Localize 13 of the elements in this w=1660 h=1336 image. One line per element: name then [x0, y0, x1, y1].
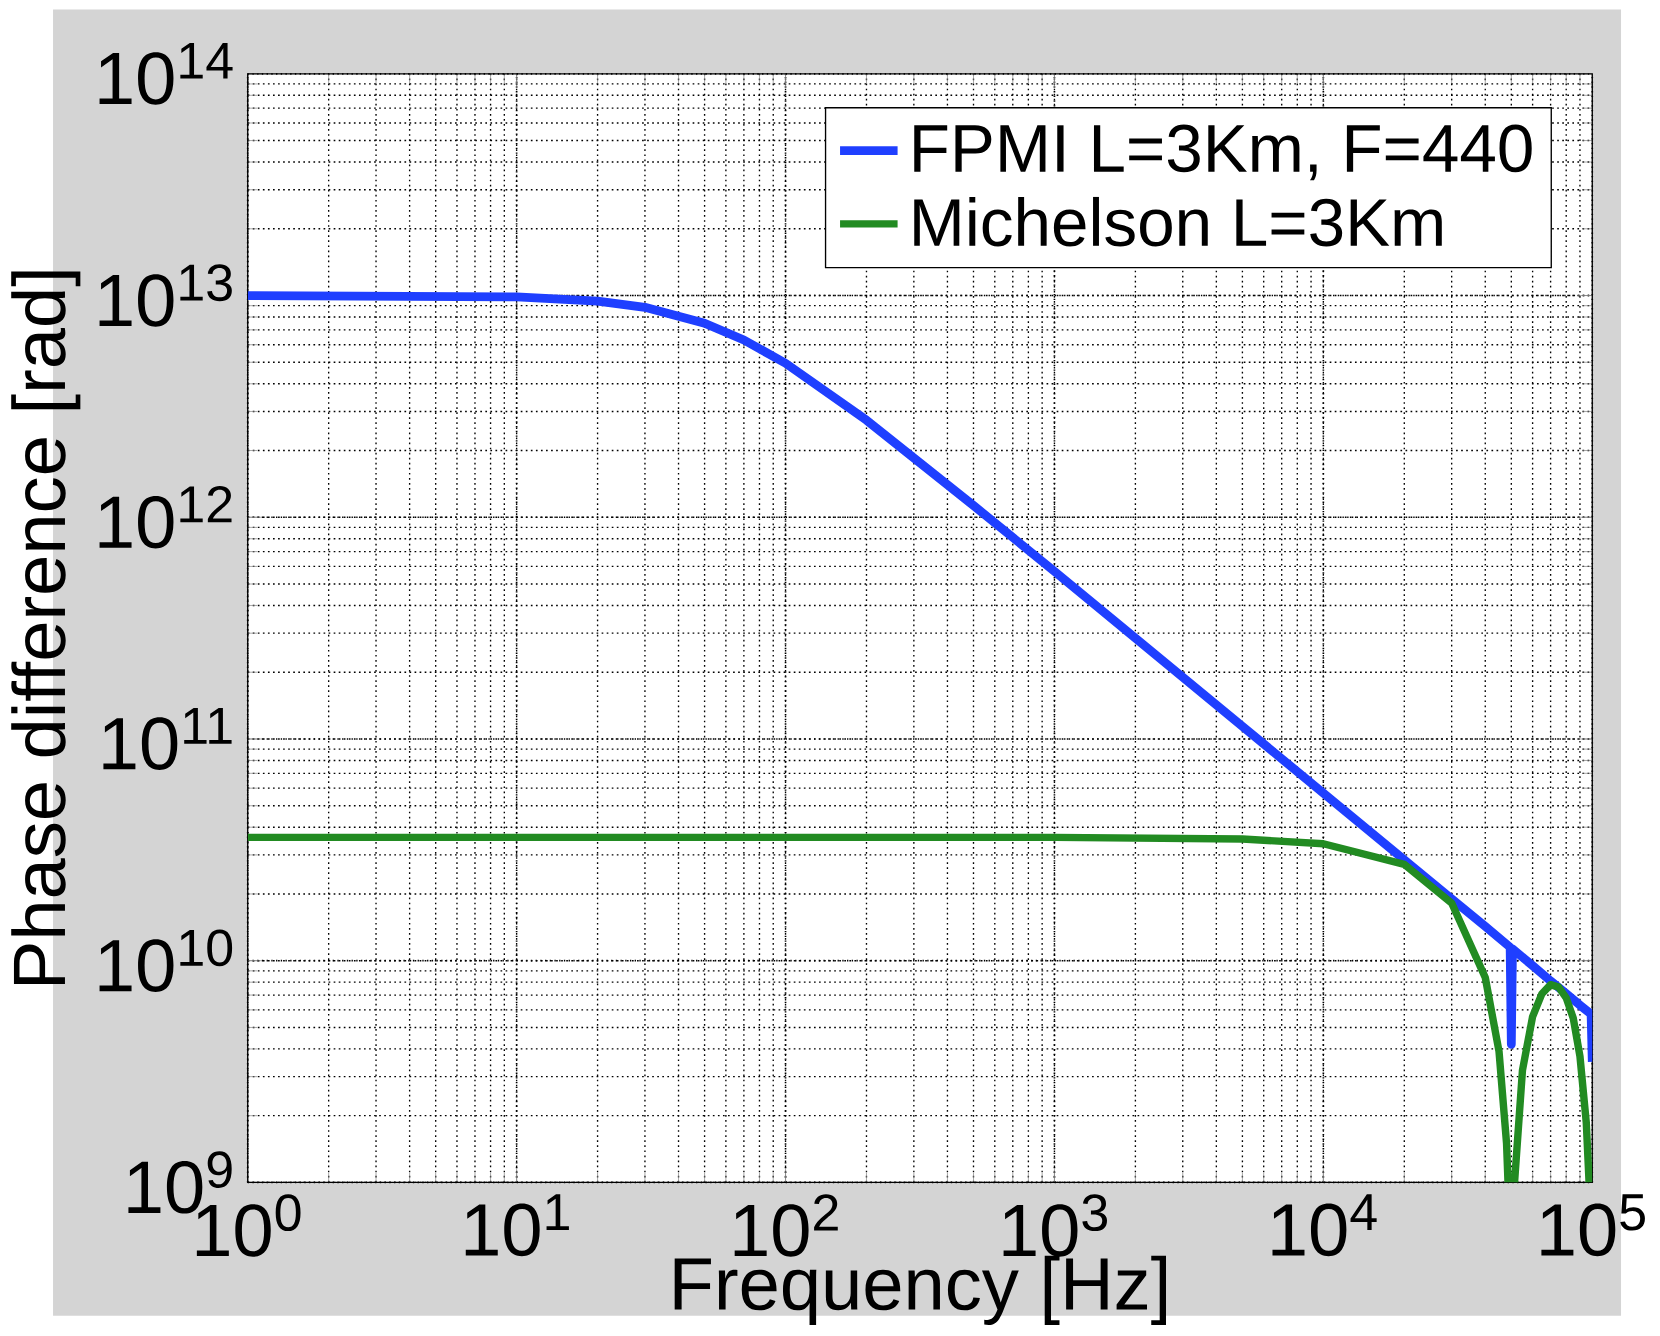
y-tick-label: 10$^{11}$ — [103, 707, 232, 770]
x-tick-label: 10$^{5}$ — [1541, 1194, 1645, 1257]
x-tick-label: 10$^{1}$ — [465, 1194, 569, 1257]
y-axis-title: Phase difference [rad] — [11, 271, 81, 984]
x-tick-label: 10$^{4}$ — [1272, 1194, 1377, 1257]
x-tick-label: 10$^{3}$ — [1003, 1194, 1107, 1257]
x-tick-label: 10$^{2}$ — [734, 1194, 838, 1257]
legend-label: FPMI L=3Km, F=440 — [914, 124, 1532, 181]
y-tick-label: 10$^{10}$ — [99, 929, 233, 992]
y-tick-label: 10$^{14}$ — [99, 42, 233, 105]
y-tick-label: 10$^{12}$ — [99, 485, 232, 549]
y-tick-label: 10$^{13}$ — [99, 264, 232, 327]
legend-label: Michelson L=3Km — [914, 196, 1442, 247]
